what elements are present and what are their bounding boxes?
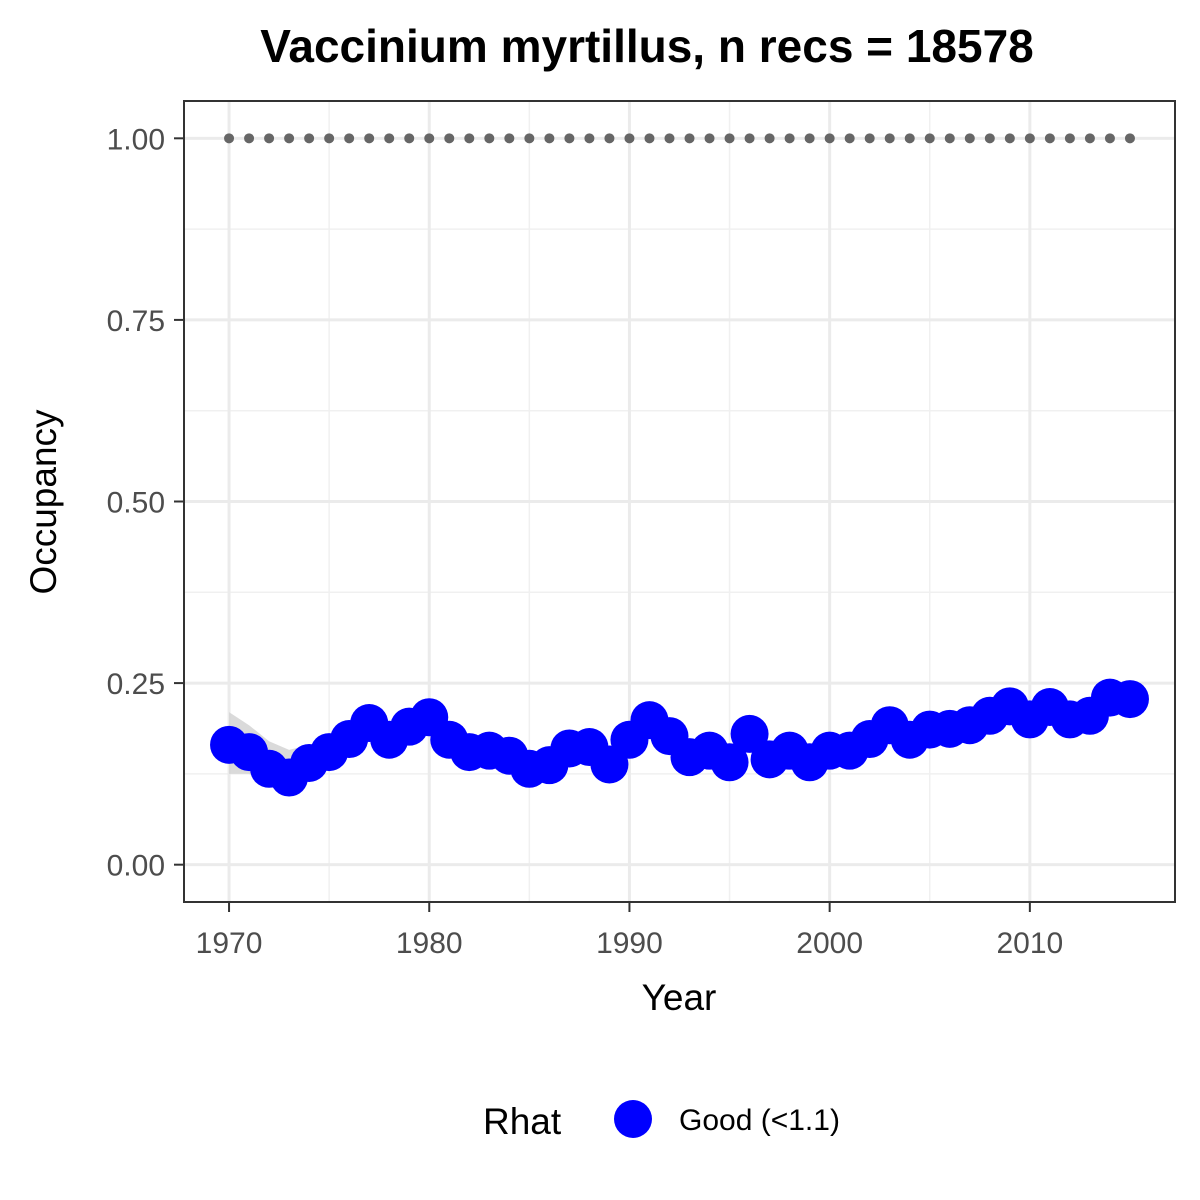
x-axis: 1970 1980 1990 2000 2010: [196, 902, 1063, 960]
reference-point: [304, 133, 315, 144]
x-tick-label: 1980: [396, 927, 463, 960]
reference-point: [1084, 133, 1095, 144]
reference-point: [984, 133, 995, 144]
reference-point: [324, 133, 335, 144]
reference-point: [944, 133, 955, 144]
reference-point: [344, 133, 355, 144]
y-axis-title: Occupancy: [23, 409, 64, 595]
reference-point: [1004, 133, 1015, 144]
reference-point: [904, 133, 915, 144]
reference-point: [924, 133, 935, 144]
reference-point: [524, 133, 535, 144]
occupancy-point: [1110, 680, 1149, 719]
reference-point: [764, 133, 775, 144]
reference-point: [804, 133, 815, 144]
occupancy-point: [710, 743, 749, 782]
x-tick-label: 2000: [796, 927, 863, 960]
reference-point: [444, 133, 455, 144]
chart-title: Vaccinium myrtillus, n recs = 18578: [260, 20, 1034, 72]
reference-point: [1024, 133, 1035, 144]
legend-label-good: Good (<1.1): [679, 1104, 840, 1137]
reference-point: [544, 133, 555, 144]
x-axis-title: Year: [642, 977, 717, 1018]
reference-point: [684, 133, 695, 144]
x-tick-label: 2010: [996, 927, 1063, 960]
reference-point: [244, 133, 255, 144]
x-tick-label: 1970: [196, 927, 263, 960]
reference-point: [604, 133, 615, 144]
y-tick-label: 1.00: [107, 123, 165, 156]
reference-point: [564, 133, 575, 144]
y-axis: 0.00 0.25 0.50 0.75 1.00: [107, 123, 184, 883]
x-tick-label: 1990: [596, 927, 663, 960]
reference-point: [364, 133, 375, 144]
reference-point: [864, 133, 875, 144]
reference-point: [284, 133, 295, 144]
grid-lines: [185, 102, 1174, 901]
reference-point: [404, 133, 415, 144]
reference-point: [964, 133, 975, 144]
reference-point: [1064, 133, 1075, 144]
reference-point: [844, 133, 855, 144]
reference-point: [744, 133, 755, 144]
occupancy-point: [730, 714, 769, 753]
data-series: [210, 133, 1149, 797]
reference-point: [584, 133, 595, 144]
reference-point: [484, 133, 495, 144]
reference-point: [884, 133, 895, 144]
legend-key-good: [614, 1100, 652, 1138]
reference-point: [224, 133, 235, 144]
y-tick-label: 0.75: [107, 305, 165, 338]
legend-title: Rhat: [483, 1101, 562, 1142]
y-tick-label: 0.50: [107, 487, 165, 520]
reference-point: [1124, 133, 1135, 144]
legend: Rhat Good (<1.1): [483, 1100, 840, 1142]
reference-point: [724, 133, 735, 144]
reference-point: [824, 133, 835, 144]
reference-point: [424, 133, 435, 144]
reference-point: [624, 133, 635, 144]
reference-point: [1044, 133, 1055, 144]
reference-point: [264, 133, 275, 144]
y-tick-label: 0.00: [107, 850, 165, 883]
reference-point: [784, 133, 795, 144]
reference-point: [1104, 133, 1115, 144]
y-tick-label: 0.25: [107, 668, 165, 701]
reference-point: [644, 133, 655, 144]
reference-point: [384, 133, 395, 144]
reference-point: [504, 133, 515, 144]
reference-point: [464, 133, 475, 144]
reference-point: [704, 133, 715, 144]
reference-point: [664, 133, 675, 144]
